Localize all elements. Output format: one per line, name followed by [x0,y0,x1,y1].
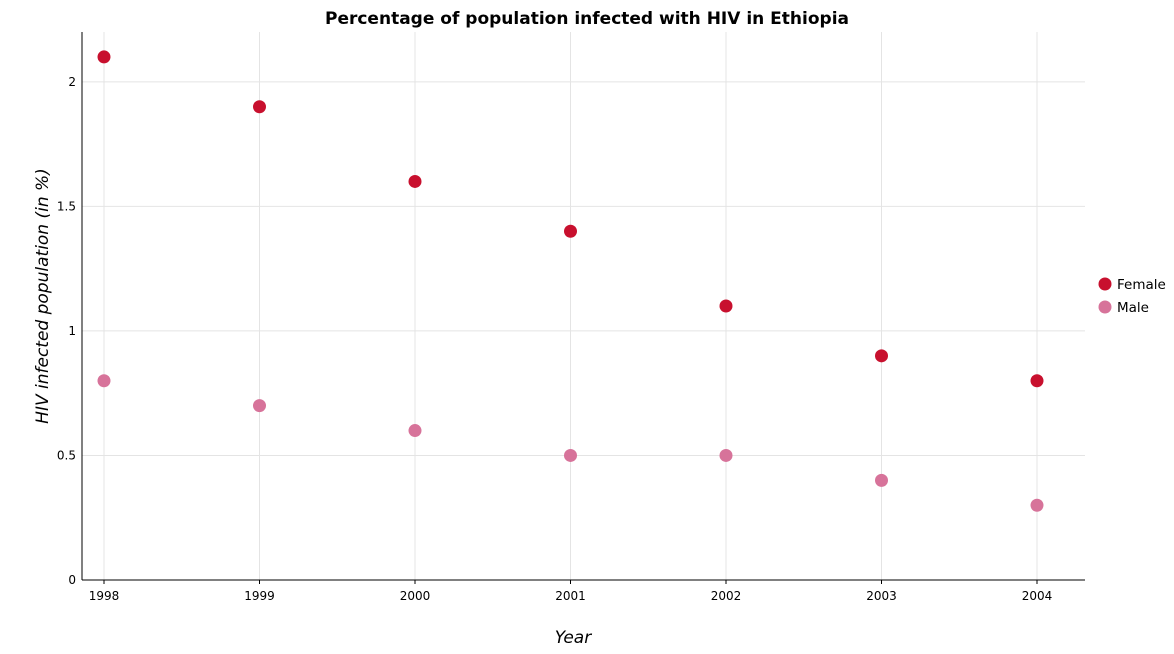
x-tick-label: 2002 [711,589,742,603]
y-tick-label: 0 [68,573,76,587]
x-tick-labels: 1998 1999 2000 2001 2002 2003 2004 [89,589,1053,603]
point-female-2004 [1030,374,1044,388]
axes [81,32,1085,584]
legend-label-male: Male [1117,300,1149,316]
point-female-2003 [875,349,888,363]
y-tick-label: 0.5 [57,448,76,462]
y-axis-label: HIV infected population (in %) [33,168,53,424]
point-female-1999 [253,100,266,114]
point-male-2002 [719,448,733,462]
x-tick-label: 2001 [555,589,586,603]
point-female-2002 [719,299,733,313]
grid [82,32,1085,581]
x-tick-label: 2003 [866,589,897,603]
legend-marker-male [1098,300,1112,314]
point-female-1998 [97,50,111,64]
point-male-2001 [564,448,577,462]
point-male-2004 [1030,498,1044,512]
x-tick-label: 1998 [89,589,120,603]
y-tick-label: 1.5 [57,199,76,213]
x-tick-label: 1999 [244,589,275,603]
legend-marker-female [1098,277,1112,291]
chart-title: Percentage of population infected with H… [325,9,849,29]
x-axis-label: Year [555,628,592,648]
x-tick-label: 2004 [1022,589,1053,603]
point-male-2000 [408,424,422,438]
legend-label-female: Female [1117,277,1166,293]
y-tick-label: 2 [68,75,76,89]
point-male-2003 [875,473,888,487]
point-female-2001 [564,224,577,238]
x-tick-label: 2000 [400,589,431,603]
data-points [97,50,1044,512]
y-tick-labels: 0 0.5 1 1.5 2 [57,75,76,587]
point-male-1999 [253,399,266,413]
legend: Female Male [1098,277,1166,316]
point-female-2000 [408,174,422,188]
point-male-1998 [97,374,111,388]
y-tick-label: 1 [68,324,76,338]
